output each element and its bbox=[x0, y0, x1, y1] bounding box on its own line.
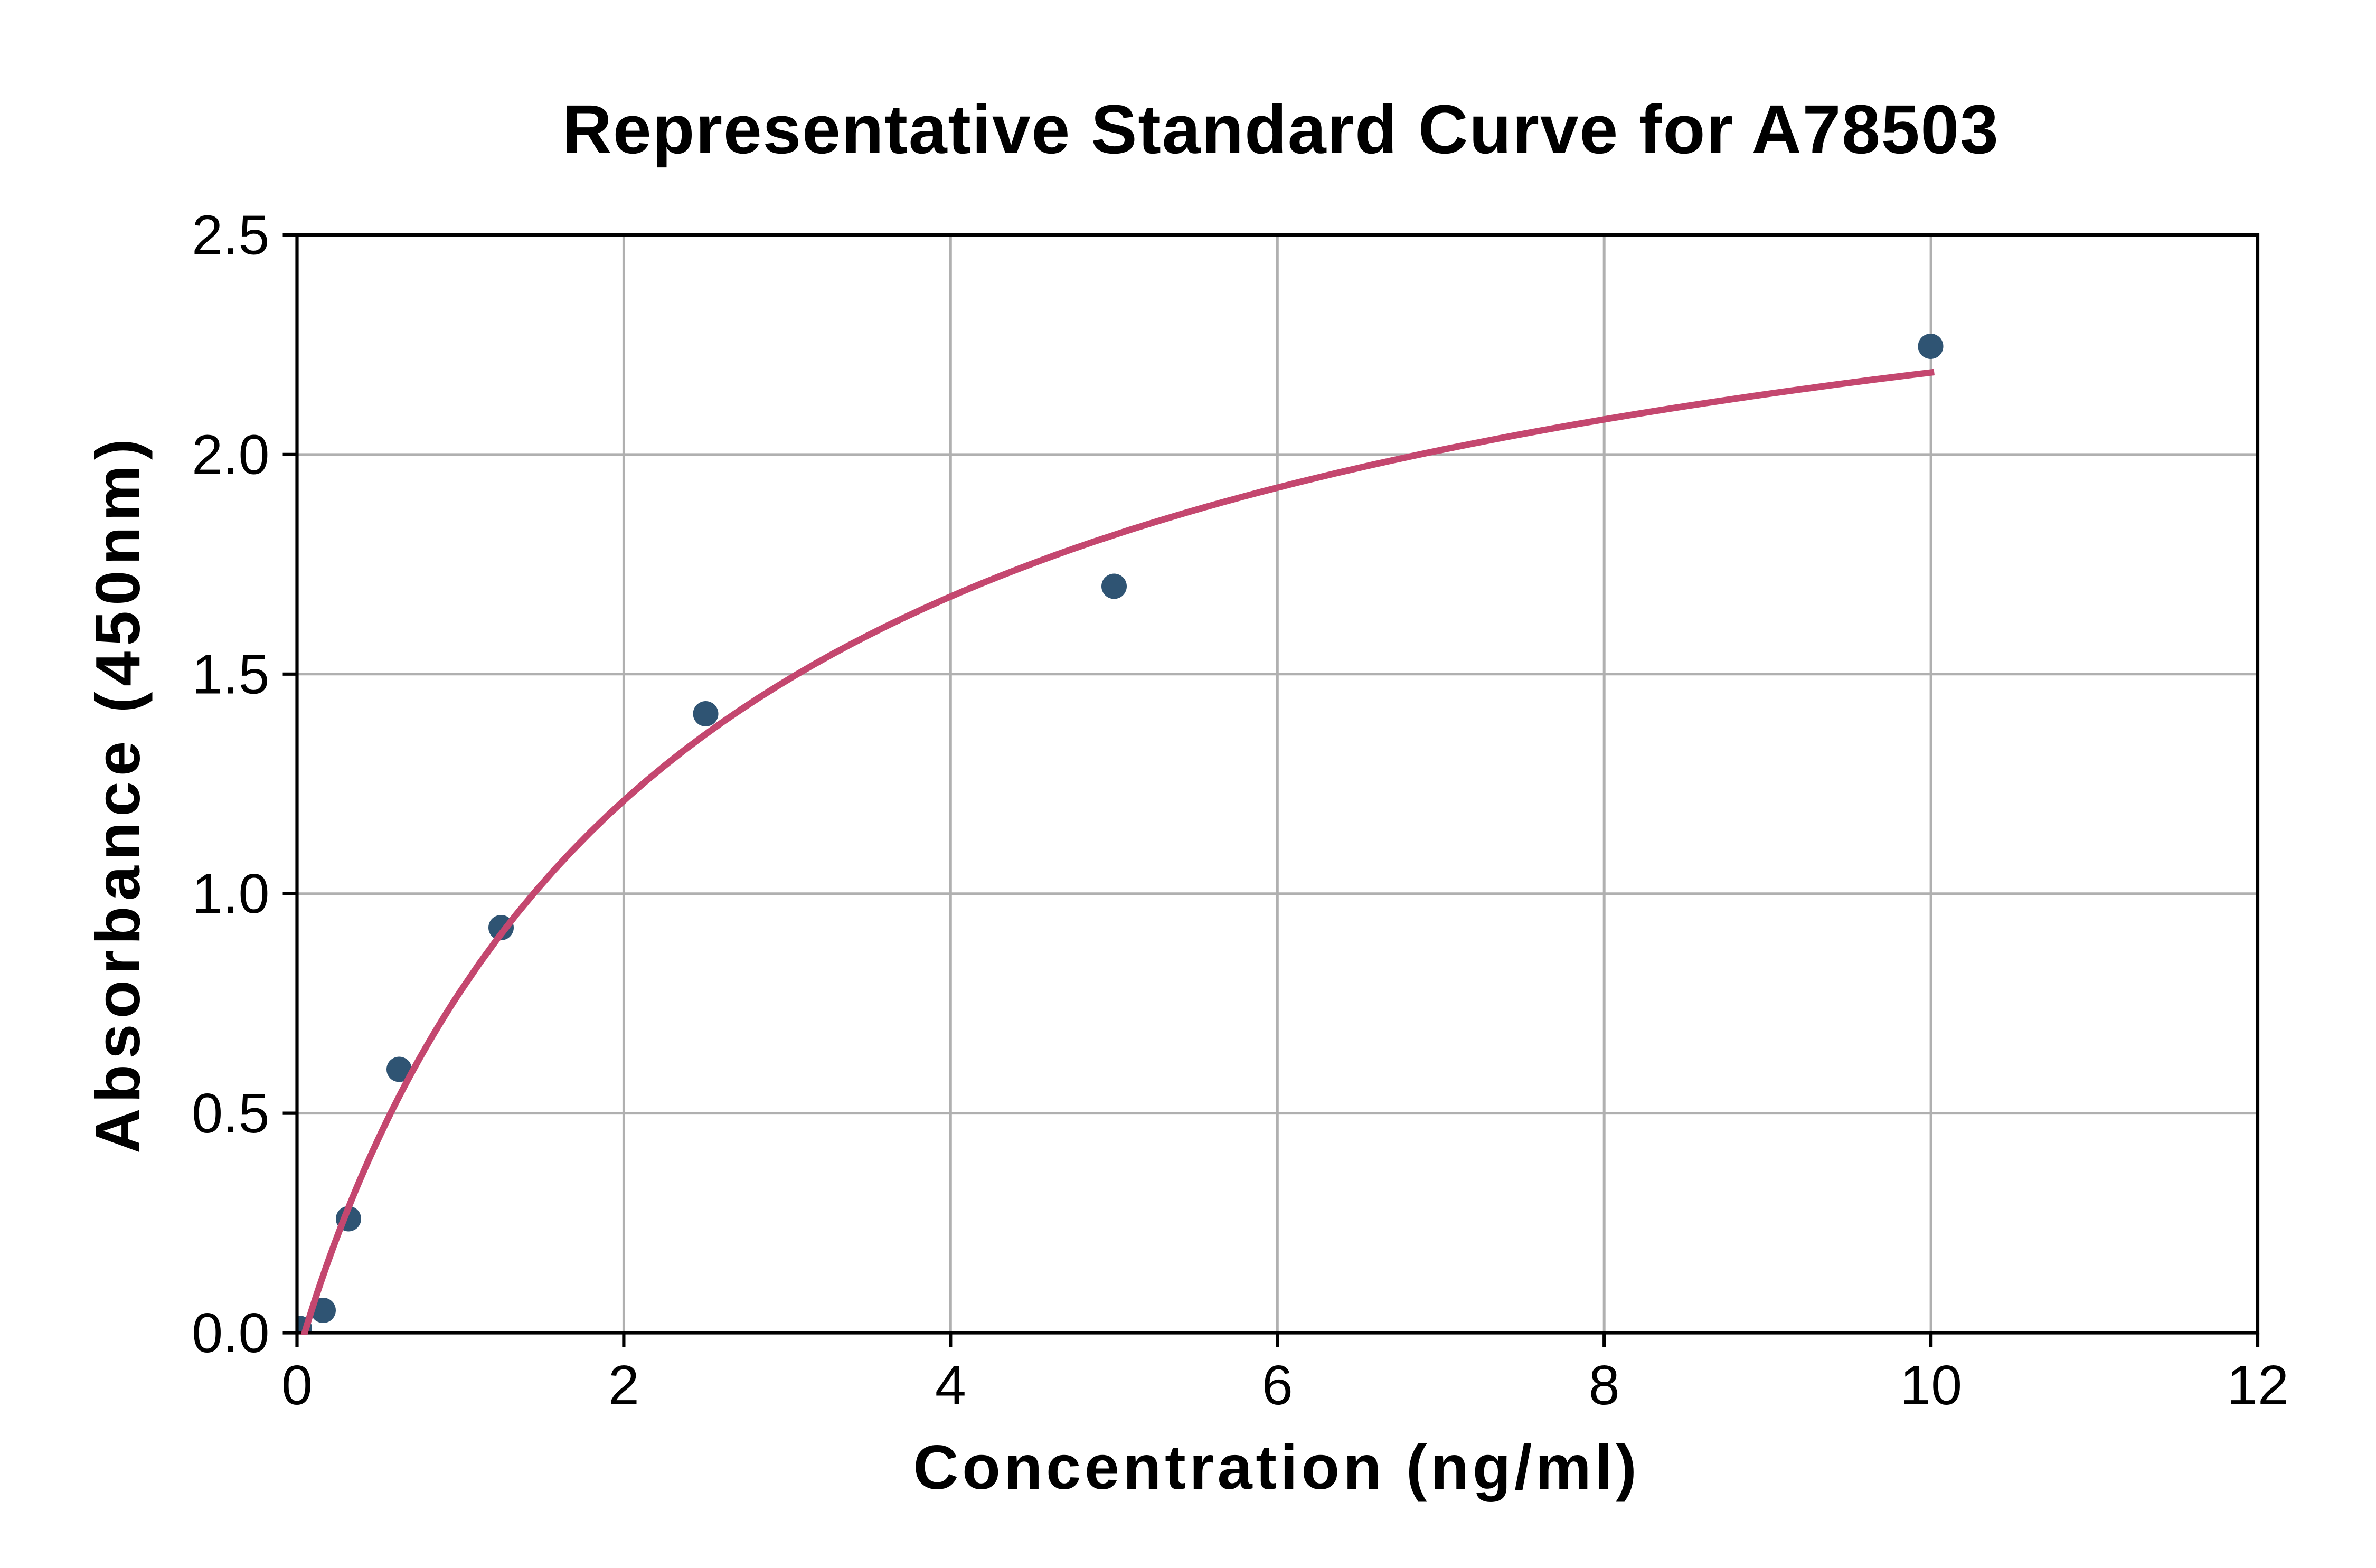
svg-text:0.0: 0.0 bbox=[192, 1302, 269, 1364]
svg-text:8: 8 bbox=[1589, 1354, 1620, 1416]
svg-text:Absorbance (450nm): Absorbance (450nm) bbox=[83, 433, 153, 1154]
svg-text:Representative Standard Curve: Representative Standard Curve for A78503 bbox=[562, 90, 1999, 168]
svg-text:0: 0 bbox=[281, 1354, 313, 1416]
svg-text:6: 6 bbox=[1262, 1354, 1293, 1416]
svg-text:10: 10 bbox=[1900, 1354, 1962, 1416]
svg-text:Concentration (ng/ml): Concentration (ng/ml) bbox=[913, 1432, 1640, 1503]
svg-text:4: 4 bbox=[935, 1354, 966, 1416]
svg-text:1.0: 1.0 bbox=[192, 863, 269, 925]
svg-text:2.5: 2.5 bbox=[192, 204, 269, 267]
svg-text:1.5: 1.5 bbox=[192, 643, 269, 705]
svg-text:2: 2 bbox=[608, 1354, 639, 1416]
svg-text:12: 12 bbox=[2227, 1354, 2289, 1416]
svg-text:2.0: 2.0 bbox=[192, 423, 269, 486]
svg-text:0.5: 0.5 bbox=[192, 1082, 269, 1145]
